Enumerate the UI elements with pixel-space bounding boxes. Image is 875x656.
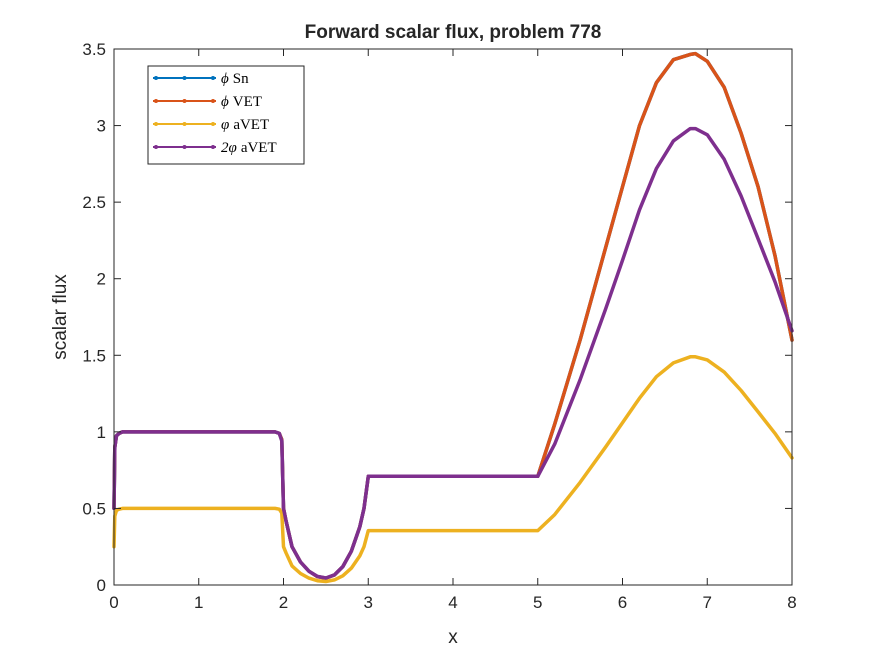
legend-symbol: ϕ xyxy=(221,94,229,110)
y-tick-label: 3.5 xyxy=(82,40,106,59)
y-axis: 0 0.5 1 1.5 2 2.5 3 3.5 xyxy=(82,40,792,595)
legend-label-3: 2φ aVET xyxy=(221,140,277,156)
plot-frame xyxy=(113,48,793,586)
x-tick-label: 6 xyxy=(618,593,627,612)
y-tick-label: 1.5 xyxy=(82,346,106,365)
legend-text: aVET xyxy=(233,117,269,133)
y-axis-label: scalar flux xyxy=(50,274,71,360)
x-tick-label: 8 xyxy=(787,593,796,612)
legend-marker xyxy=(182,122,187,126)
legend-marker xyxy=(154,145,158,149)
series-line-2 xyxy=(112,355,794,584)
x-tick-label: 2 xyxy=(279,593,288,612)
y-tick-label: 0.5 xyxy=(82,499,106,518)
series-line-3 xyxy=(112,126,794,580)
legend-symbol: φ xyxy=(221,117,229,133)
y-tick-label: 2 xyxy=(97,270,106,289)
legend-marker xyxy=(211,145,215,149)
y-tick-label: 2.5 xyxy=(82,193,106,212)
y-tick-label: 1 xyxy=(97,423,106,442)
legend-text: Sn xyxy=(233,71,249,87)
legend-marker xyxy=(211,122,215,126)
x-tick-label: 5 xyxy=(533,593,542,612)
x-tick-label: 1 xyxy=(194,593,203,612)
legend-text: aVET xyxy=(241,140,277,156)
legend-marker xyxy=(211,99,215,103)
legend-marker xyxy=(211,76,215,80)
legend-marker xyxy=(154,76,158,80)
legend-marker xyxy=(154,99,158,103)
legend-label-0: ϕ Sn xyxy=(221,71,249,87)
x-tick-label: 4 xyxy=(448,593,457,612)
chart-title: Forward scalar flux, problem 778 xyxy=(305,22,602,43)
legend-marker xyxy=(182,145,187,149)
legend-label-2: φ aVET xyxy=(221,117,269,133)
y-tick-label: 0 xyxy=(97,576,106,595)
legend-text: VET xyxy=(233,94,262,110)
y-tick-label: 3 xyxy=(97,117,106,136)
x-axis: 0 1 2 3 4 5 6 7 8 xyxy=(109,49,797,612)
x-tick-label: 0 xyxy=(109,593,118,612)
legend-symbol: 2φ xyxy=(221,140,237,156)
x-tick-label: 7 xyxy=(703,593,712,612)
legend-label-1: ϕ VET xyxy=(221,94,262,110)
legend-marker xyxy=(154,122,158,126)
legend-marker xyxy=(182,76,187,80)
x-tick-label: 3 xyxy=(364,593,373,612)
series-layer xyxy=(112,51,794,584)
legend-symbol: ϕ xyxy=(221,71,229,87)
legend-marker xyxy=(182,99,187,103)
x-axis-label: x xyxy=(448,627,458,648)
